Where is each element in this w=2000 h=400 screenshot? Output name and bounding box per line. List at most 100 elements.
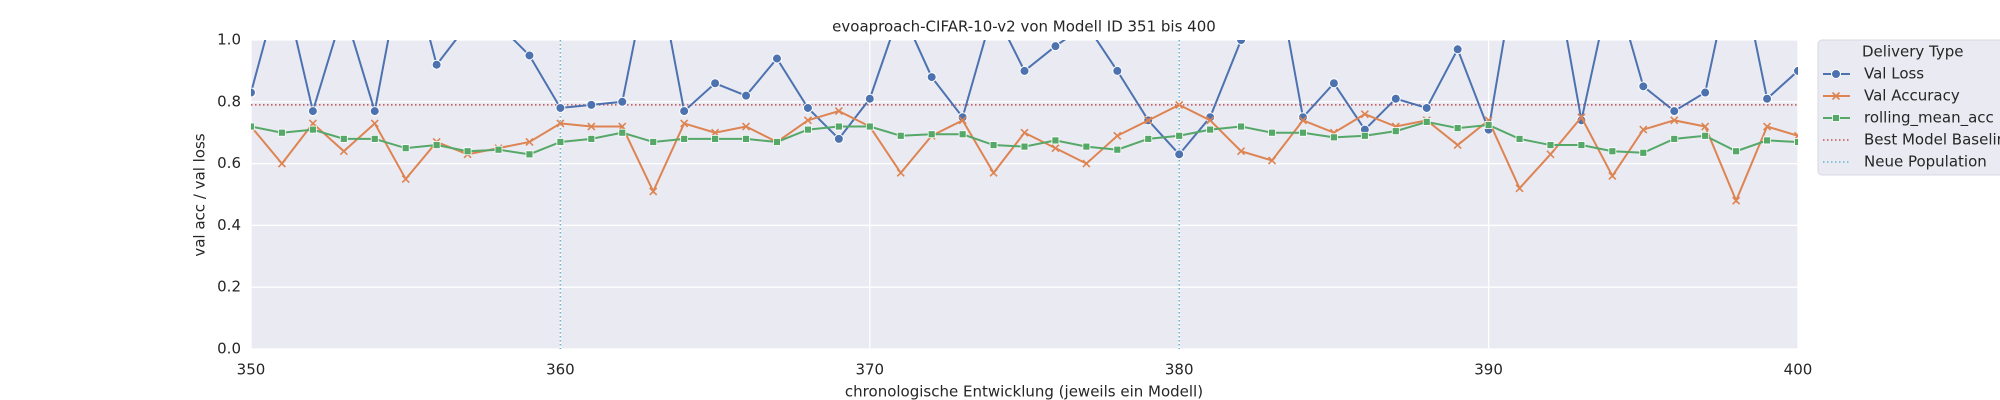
marker — [278, 128, 286, 137]
marker — [1732, 147, 1741, 156]
marker — [1762, 122, 1772, 131]
marker — [1793, 65, 1798, 76]
marker — [1670, 134, 1679, 143]
marker — [741, 122, 751, 131]
y-tick-label: 0.2 — [217, 278, 241, 296]
marker — [834, 122, 843, 131]
marker — [370, 134, 379, 143]
y-tick-label: 1.0 — [217, 31, 241, 49]
marker — [494, 145, 503, 154]
legend-box — [1817, 39, 2000, 176]
marker — [586, 99, 597, 110]
y-tick-label: 0.4 — [217, 216, 241, 234]
marker — [431, 59, 442, 70]
marker — [339, 134, 348, 143]
marker — [958, 116, 967, 125]
marker — [896, 5, 905, 14]
x-tick-label: 390 — [1474, 361, 1503, 379]
marker — [277, 159, 287, 168]
marker — [989, 5, 998, 14]
marker — [1174, 149, 1185, 160]
marker — [1701, 131, 1710, 140]
marker — [1360, 110, 1369, 119]
marker — [803, 116, 812, 125]
marker — [1051, 144, 1060, 153]
marker — [864, 93, 875, 104]
marker — [1082, 142, 1091, 151]
marker — [989, 168, 998, 177]
marker — [251, 122, 255, 131]
marker — [649, 187, 658, 196]
marker — [432, 141, 441, 149]
marker — [1639, 148, 1648, 157]
marker — [1206, 116, 1215, 125]
marker — [1608, 171, 1617, 181]
marker — [1515, 184, 1524, 193]
marker — [1113, 145, 1122, 154]
marker — [958, 130, 967, 139]
marker — [618, 128, 627, 137]
marker — [1577, 113, 1586, 122]
marker — [339, 147, 348, 156]
marker — [251, 87, 256, 98]
marker — [339, 5, 348, 14]
x-tick-label: 350 — [237, 361, 266, 379]
marker — [1390, 93, 1401, 104]
marker — [1452, 44, 1463, 55]
marker — [1237, 147, 1246, 156]
marker — [1701, 122, 1710, 131]
marker — [494, 20, 503, 29]
marker — [771, 53, 782, 64]
marker — [1639, 125, 1648, 134]
marker — [802, 102, 813, 113]
marker — [680, 119, 689, 128]
marker — [1608, 147, 1617, 156]
marker — [1299, 128, 1307, 137]
legend-label: Val Loss — [1864, 65, 1924, 83]
marker — [1051, 136, 1060, 145]
marker — [1237, 122, 1245, 131]
marker — [865, 122, 874, 131]
x-axis-label: chronologische Entwicklung (jeweils ein … — [845, 383, 1203, 400]
marker — [463, 20, 472, 29]
marker — [1453, 124, 1462, 132]
marker — [1391, 127, 1400, 136]
marker — [804, 125, 812, 134]
marker — [555, 102, 566, 113]
marker — [556, 119, 565, 128]
marker — [711, 134, 719, 143]
marker — [1546, 141, 1555, 149]
marker — [1236, 40, 1247, 45]
marker — [1082, 159, 1091, 168]
marker — [927, 130, 936, 139]
marker — [1669, 106, 1680, 117]
marker — [1175, 131, 1184, 140]
marker — [926, 72, 937, 83]
marker — [587, 122, 596, 131]
legend-label: Best Model Baseline — [1864, 131, 2000, 149]
marker — [680, 134, 689, 143]
marker — [1144, 116, 1153, 125]
marker — [307, 106, 318, 117]
marker — [1267, 156, 1277, 165]
marker — [1422, 117, 1431, 126]
legend-label: rolling_mean_acc — [1864, 109, 1994, 128]
marker — [1268, 128, 1276, 137]
y-tick-label: 0.6 — [217, 154, 241, 172]
marker — [525, 137, 534, 147]
x-tick-label: 380 — [1165, 361, 1194, 379]
marker — [679, 106, 690, 117]
marker — [1794, 138, 1798, 146]
marker — [1638, 81, 1649, 92]
y-tick-label: 0.8 — [217, 92, 241, 110]
legend-title: Delivery Type — [1862, 43, 1963, 61]
marker — [1330, 133, 1338, 142]
marker — [1112, 65, 1123, 76]
marker — [524, 50, 535, 61]
marker — [1831, 69, 1841, 79]
marker — [1762, 93, 1773, 104]
marker — [1763, 136, 1771, 145]
x-tick-label: 360 — [546, 361, 575, 379]
marker — [1421, 102, 1432, 113]
marker — [1050, 41, 1061, 52]
